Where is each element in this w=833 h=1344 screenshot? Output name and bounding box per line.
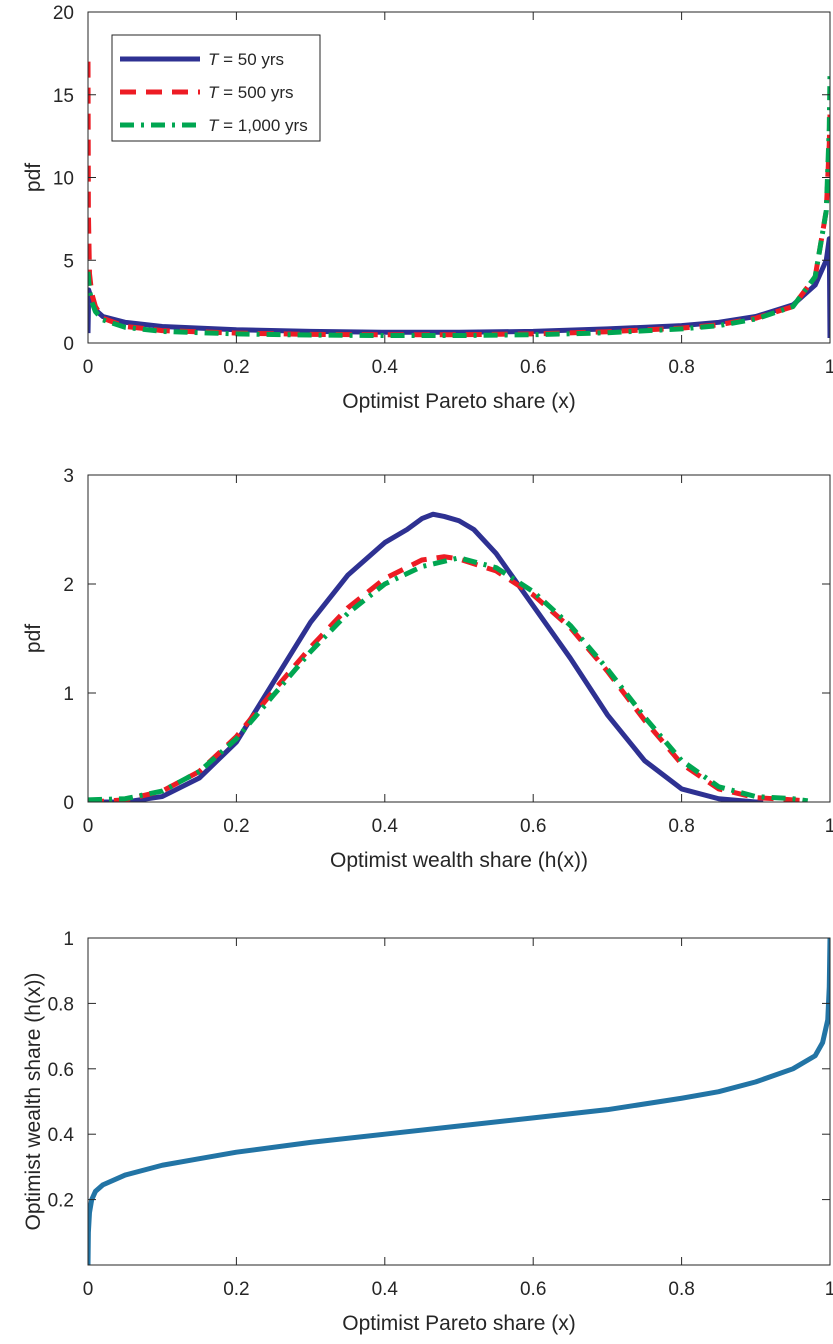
x-tick-label: 0.4: [372, 357, 399, 378]
legend: T = 50 yrs T = 500 yrs T = 1,000 yrs: [111, 34, 321, 142]
x-tick-label: 1: [825, 357, 833, 378]
legend-label-3: T = 1,000 yrs: [208, 116, 308, 135]
series-line-1: [88, 236, 830, 339]
y-tick-label: 0.8: [48, 994, 74, 1015]
y-tick-label: 0.4: [48, 1125, 75, 1146]
x-tick-label: 1: [825, 1279, 833, 1300]
series-line-3: [88, 555, 809, 802]
series-line-2: [88, 554, 808, 802]
y-tick-label: 10: [53, 169, 74, 190]
series-line-1: [88, 937, 830, 1265]
x-axis-label: Optimist Pareto share (x): [342, 390, 575, 413]
x-tick-label: 0.6: [520, 816, 546, 837]
legend-label-1: T = 50 yrs: [208, 50, 284, 69]
series-line-3: [88, 74, 830, 339]
chart-panel-3: 0 0.2 0.4 0.6 0.8 1 0.2 0.4 0.6 0.8 1 Optimist Pare…: [22, 929, 833, 1335]
x-tick-label: 0.8: [668, 1279, 694, 1300]
x-tick-label: 0.2: [223, 357, 249, 378]
y-tick-label: 1: [63, 929, 74, 950]
axes-box: [87, 937, 831, 1266]
series-line-1: [88, 511, 764, 802]
y-axis-label: Optimist wealth share (h(x)): [22, 973, 45, 1231]
x-tick-label: 0.2: [223, 816, 249, 837]
x-tick-label: 0.2: [223, 1279, 249, 1300]
y-tick-label: 15: [53, 86, 74, 107]
legend-label-2: T = 500 yrs: [208, 83, 294, 102]
x-axis-label: Optimist wealth share (h(x)): [330, 849, 588, 872]
y-axis-label: pdf: [22, 624, 45, 653]
chart-panel-2: 0 0.2 0.4 0.6 0.8 1 0 1 2 3 Optimist wealth share …: [22, 466, 833, 872]
x-axis-label: Optimist Pareto share (x): [342, 1312, 575, 1335]
axes-box: [87, 474, 831, 803]
x-tick-label: 0: [83, 1279, 94, 1300]
x-tick-label: 0.6: [520, 1279, 546, 1300]
y-axis-label: pdf: [22, 163, 45, 192]
y-tick-label: 5: [63, 251, 74, 272]
y-tick-label: 1: [63, 684, 74, 705]
x-tick-label: 0.8: [668, 357, 694, 378]
legend-box: [111, 34, 321, 142]
x-tick-label: 0: [83, 357, 94, 378]
x-tick-label: 0.6: [520, 357, 546, 378]
x-tick-label: 0.8: [668, 816, 694, 837]
x-tick-label: 1: [825, 816, 833, 837]
y-tick-label: 0: [63, 793, 74, 814]
y-tick-label: 0.6: [48, 1060, 74, 1081]
y-tick-label: 3: [63, 466, 74, 487]
y-tick-label: 0.2: [48, 1191, 74, 1212]
y-tick-label: 2: [63, 575, 74, 596]
x-tick-label: 0.4: [372, 816, 399, 837]
x-tick-label: 0: [83, 816, 94, 837]
y-tick-label: 0: [63, 334, 74, 355]
y-tick-label: 20: [53, 3, 74, 24]
x-tick-label: 0.4: [372, 1279, 399, 1300]
